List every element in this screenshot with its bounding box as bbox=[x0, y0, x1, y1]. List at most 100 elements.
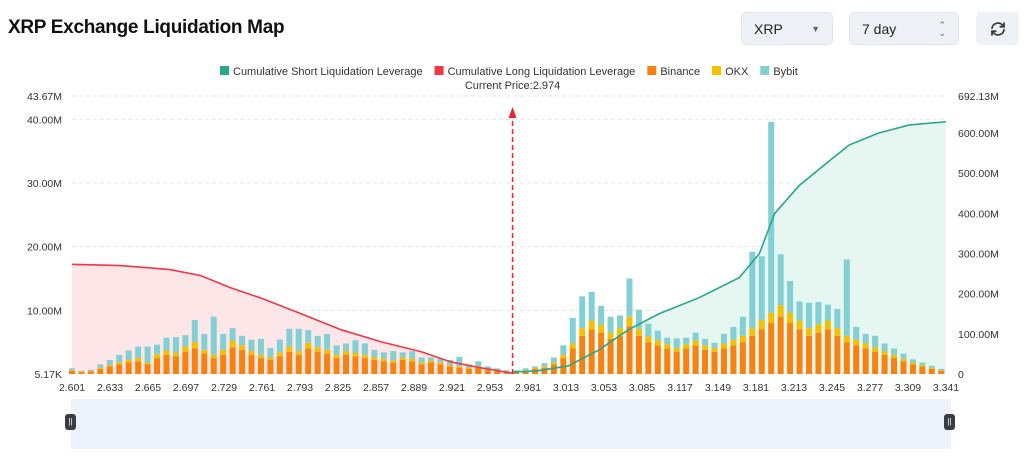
bybit-bar bbox=[654, 330, 661, 341]
bybit-bar bbox=[598, 305, 605, 325]
binance-bar bbox=[324, 353, 331, 374]
x-tick: 3.181 bbox=[743, 382, 769, 394]
bybit-bar bbox=[456, 356, 463, 367]
binance-bar bbox=[428, 362, 435, 374]
binance-bar bbox=[333, 358, 340, 374]
binance-bar bbox=[645, 342, 652, 374]
binance-bar bbox=[522, 370, 529, 374]
binance-bar bbox=[777, 316, 784, 374]
binance-bar bbox=[106, 366, 113, 374]
bybit-bar bbox=[815, 302, 822, 325]
binance-bar bbox=[787, 323, 794, 374]
bybit-bar bbox=[919, 362, 926, 366]
bybit-bar bbox=[172, 337, 179, 353]
okx-bar bbox=[815, 324, 822, 333]
legend-swatch bbox=[434, 66, 444, 75]
y-right-tick: 692.13M bbox=[958, 91, 999, 103]
binance-bar bbox=[437, 364, 444, 374]
binance-bar bbox=[872, 351, 879, 374]
okx-bar bbox=[97, 367, 104, 369]
zoom-handle-left[interactable]: || bbox=[65, 414, 76, 430]
okx-bar bbox=[418, 362, 425, 365]
binance-bar bbox=[267, 359, 274, 374]
binance-bar bbox=[116, 364, 123, 374]
zoom-slider[interactable] bbox=[71, 399, 951, 449]
okx-bar bbox=[182, 346, 189, 352]
binance-bar bbox=[909, 364, 916, 374]
bybit-bar bbox=[702, 338, 709, 346]
bybit-bar bbox=[324, 333, 331, 350]
bybit-bar bbox=[97, 364, 104, 368]
binance-bar bbox=[664, 348, 671, 374]
bybit-bar bbox=[314, 335, 321, 348]
x-tick: 2.601 bbox=[59, 382, 85, 394]
binance-bar bbox=[560, 358, 567, 374]
legend-item: OKX bbox=[725, 66, 749, 78]
bybit-bar bbox=[891, 348, 898, 355]
y-left-tick: 20.00M bbox=[27, 242, 62, 254]
coin-select[interactable]: XRP ▼ bbox=[741, 12, 833, 45]
okx-bar bbox=[172, 352, 179, 357]
okx-bar bbox=[276, 352, 283, 357]
bybit-bar bbox=[220, 333, 227, 350]
okx-bar bbox=[494, 370, 501, 371]
binance-bar bbox=[380, 361, 387, 374]
bybit-bar bbox=[87, 369, 94, 371]
legend-swatch bbox=[220, 66, 229, 75]
bybit-bar bbox=[796, 301, 803, 321]
okx-bar bbox=[588, 320, 595, 330]
bybit-bar bbox=[560, 345, 567, 355]
bybit-bar bbox=[352, 340, 359, 353]
binance-bar bbox=[484, 370, 491, 374]
okx-bar bbox=[891, 354, 898, 359]
binance-bar bbox=[305, 348, 312, 374]
bybit-bar bbox=[711, 342, 718, 348]
okx-bar bbox=[456, 366, 463, 368]
binance-bar bbox=[513, 372, 520, 374]
binance-bar bbox=[314, 351, 321, 374]
okx-bar bbox=[711, 347, 718, 352]
bybit-bar bbox=[267, 347, 274, 358]
zoom-handle-right[interactable]: || bbox=[944, 414, 955, 430]
okx-bar bbox=[257, 354, 264, 359]
binance-bar bbox=[739, 342, 746, 374]
bybit-bar bbox=[834, 309, 841, 329]
binance-bar bbox=[220, 354, 227, 374]
bybit-bar bbox=[229, 328, 236, 341]
okx-bar bbox=[626, 316, 633, 327]
bybit-bar bbox=[626, 278, 633, 317]
bybit-bar bbox=[437, 358, 444, 363]
bybit-bar bbox=[116, 354, 123, 363]
okx-bar bbox=[361, 354, 368, 359]
y-left-tick: 40.00M bbox=[27, 114, 62, 126]
okx-bar bbox=[720, 343, 727, 349]
okx-bar bbox=[267, 357, 274, 360]
okx-bar bbox=[371, 357, 378, 360]
binance-bar bbox=[598, 332, 605, 374]
binance-bar bbox=[229, 347, 236, 374]
bybit-bar bbox=[787, 281, 794, 313]
bybit-bar bbox=[409, 351, 416, 359]
legend-swatch bbox=[712, 66, 722, 75]
okx-bar bbox=[928, 367, 935, 369]
refresh-button[interactable] bbox=[976, 12, 1019, 45]
y-left-tick: 10.00M bbox=[27, 305, 62, 317]
bybit-bar bbox=[305, 330, 312, 343]
bybit-bar bbox=[673, 338, 680, 348]
okx-bar bbox=[305, 342, 312, 349]
okx-bar bbox=[739, 335, 746, 343]
x-tick: 2.889 bbox=[401, 382, 427, 394]
range-select[interactable]: 7 day ⌃ ⌄ bbox=[849, 12, 959, 45]
bybit-bar bbox=[182, 335, 189, 347]
refresh-icon bbox=[990, 21, 1005, 36]
binance-bar bbox=[824, 329, 831, 374]
bybit-bar bbox=[683, 337, 690, 345]
okx-bar bbox=[541, 366, 548, 368]
x-tick: 3.341 bbox=[933, 382, 959, 394]
binance-bar bbox=[69, 370, 75, 374]
okx-bar bbox=[220, 349, 227, 355]
bybit-bar bbox=[588, 291, 595, 321]
bybit-bar bbox=[361, 343, 368, 355]
bybit-bar bbox=[881, 343, 888, 352]
binance-bar bbox=[617, 335, 624, 374]
